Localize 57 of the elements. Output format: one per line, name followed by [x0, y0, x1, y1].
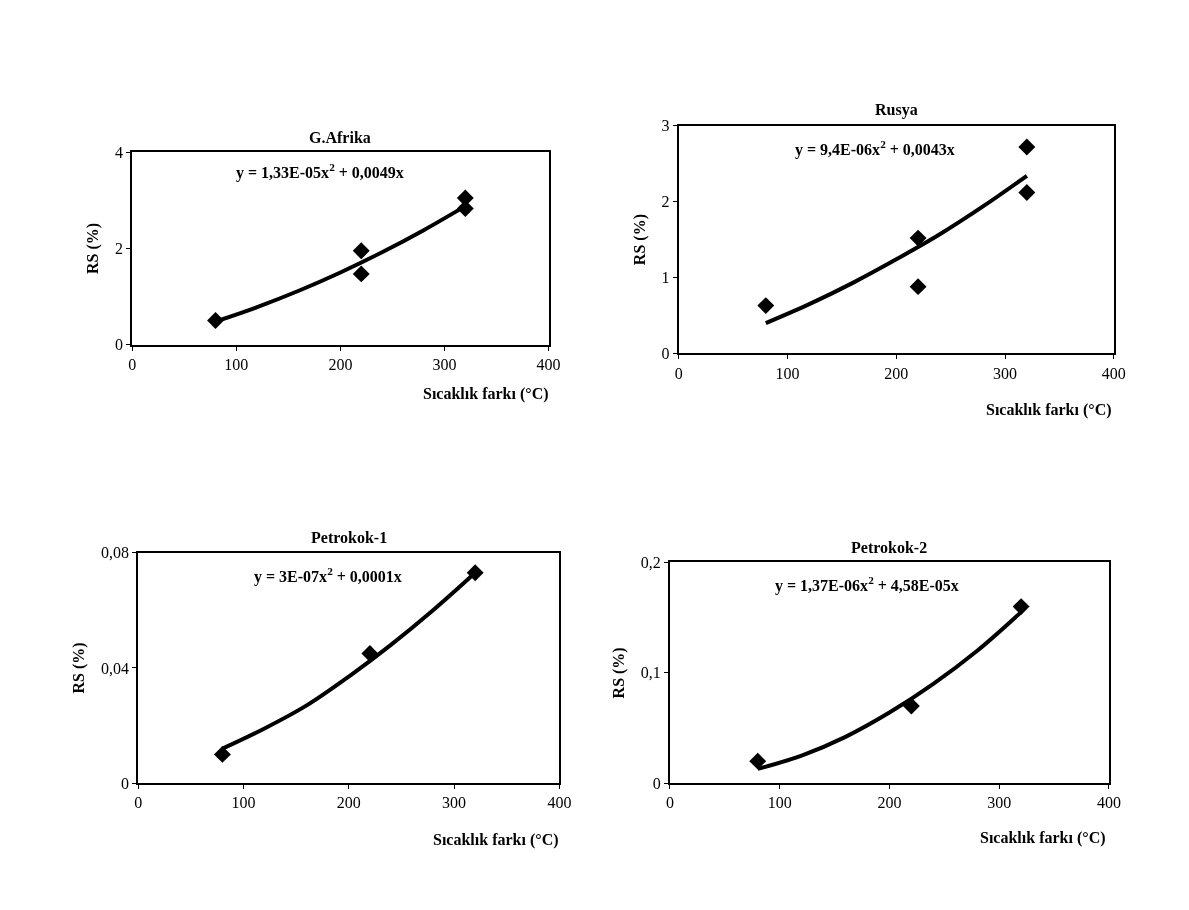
- point: [1018, 184, 1036, 201]
- y-axis-title: RS (%): [84, 222, 103, 274]
- y-tick-label: 1: [661, 269, 670, 287]
- x-tick-label: 400: [1101, 364, 1126, 382]
- x-tick-label: 100: [775, 364, 800, 382]
- point: [909, 278, 927, 296]
- y-tick-label: 0,08: [100, 544, 129, 562]
- y-tick-label: 0,1: [640, 664, 661, 682]
- y-axis-title: RS (%): [610, 647, 629, 699]
- x-axis-title: Sıcaklık farkı (°C): [980, 829, 1106, 847]
- point: [213, 745, 231, 763]
- y-axis-title: RS (%): [631, 214, 649, 266]
- y-axis-title: RS (%): [70, 642, 89, 694]
- x-tick-label: 300: [442, 794, 467, 812]
- x-axis-title: Sıcaklık farkı (°C): [986, 401, 1112, 419]
- line-series: [763, 173, 1029, 326]
- x-tick-label: 300: [987, 794, 1012, 812]
- point: [352, 265, 370, 283]
- annotation: y = 1,33E-05x$^{2}$ + 0,0049x: [236, 161, 404, 182]
- y-tick-label: 0,04: [100, 659, 129, 677]
- x-tick-label: 300: [993, 364, 1018, 382]
- x-tick-label: 400: [536, 355, 561, 373]
- point: [1012, 598, 1030, 616]
- x-tick-label: 400: [1096, 794, 1121, 812]
- chart-title: Petrokok-1: [311, 529, 388, 546]
- x-axis-title: Sıcaklık farkı (°C): [433, 831, 559, 849]
- x-tick-label: 0: [674, 364, 683, 382]
- annotation: y = 1,37E-06x$^{2}$ + 4,58E-05x: [775, 574, 959, 595]
- x-tick-label: 300: [432, 355, 457, 373]
- chart-title: Petrokok-2: [851, 539, 928, 556]
- x-tick-label: 200: [328, 355, 353, 373]
- x-tick-label: 100: [767, 794, 792, 812]
- annotation: y = 9,4E-06x$^{2}$ + 0,0043x: [795, 138, 955, 159]
- x-tick-label: 100: [231, 794, 256, 812]
- y-tick-label: 0: [652, 774, 661, 792]
- chart-title: G.Afrika: [309, 129, 371, 146]
- y-tick-label: 0: [115, 336, 124, 354]
- annotation: y = 3E-07x$^{2}$ + 0,0001x: [254, 565, 402, 586]
- point: [909, 229, 927, 247]
- x-tick-label: 200: [877, 794, 902, 812]
- y-tick-label: 3: [661, 117, 670, 135]
- point: [757, 297, 775, 315]
- x-tick-label: 0: [134, 794, 143, 812]
- point: [352, 242, 370, 260]
- chart-title: Rusya: [875, 101, 918, 119]
- x-tick-label: 400: [547, 794, 572, 812]
- x-axis-title: Sıcaklık farkı (°C): [423, 385, 549, 403]
- point: [1018, 138, 1036, 156]
- y-tick-label: 2: [661, 193, 670, 211]
- y-tick-label: 0,2: [640, 554, 661, 572]
- point: [749, 752, 767, 770]
- x-tick-label: 200: [884, 364, 909, 382]
- y-tick-label: 0: [120, 774, 129, 792]
- x-tick-label: 100: [224, 355, 249, 373]
- y-tick-label: 4: [115, 143, 124, 161]
- y-tick-label: 2: [115, 240, 124, 258]
- x-tick-label: 200: [336, 794, 361, 812]
